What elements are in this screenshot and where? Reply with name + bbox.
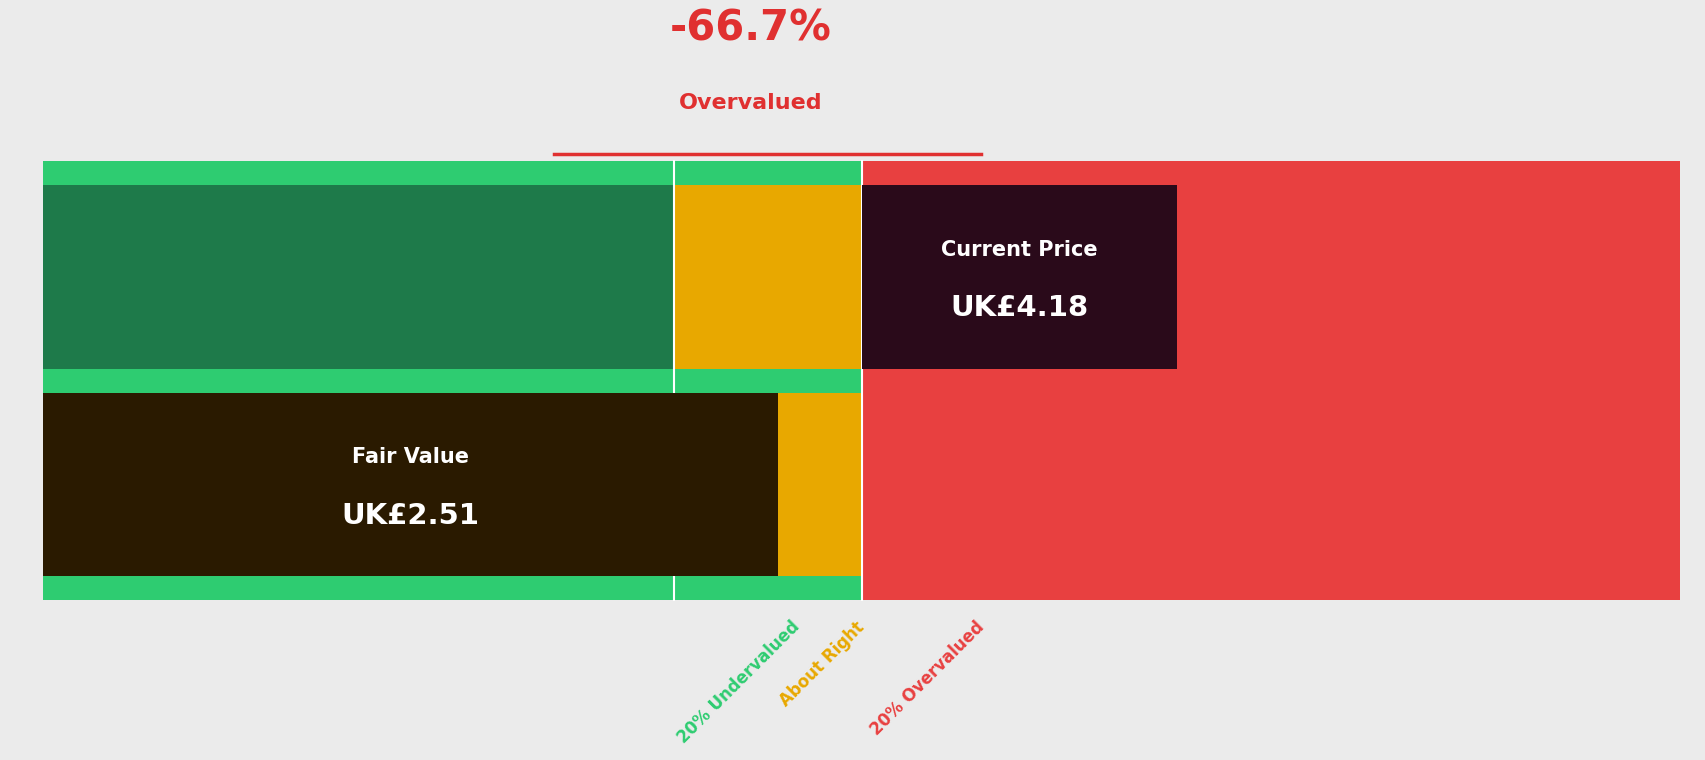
Text: UK£4.18: UK£4.18 [950, 294, 1088, 322]
Bar [43, 576, 861, 600]
Text: UK£2.51: UK£2.51 [341, 502, 479, 530]
Text: 20% Undervalued: 20% Undervalued [673, 618, 803, 747]
Bar [43, 393, 777, 576]
Bar [861, 185, 1176, 369]
Bar [43, 161, 673, 600]
Text: Fair Value: Fair Value [351, 447, 469, 467]
Text: -66.7%: -66.7% [670, 8, 830, 50]
Bar [861, 161, 1679, 600]
Bar [43, 161, 861, 185]
Text: About Right: About Right [776, 618, 868, 710]
Text: Overvalued: Overvalued [679, 93, 822, 112]
Text: 20% Overvalued: 20% Overvalued [866, 618, 987, 739]
Bar [673, 161, 861, 600]
Text: Current Price: Current Price [941, 239, 1096, 260]
Bar [43, 369, 861, 393]
